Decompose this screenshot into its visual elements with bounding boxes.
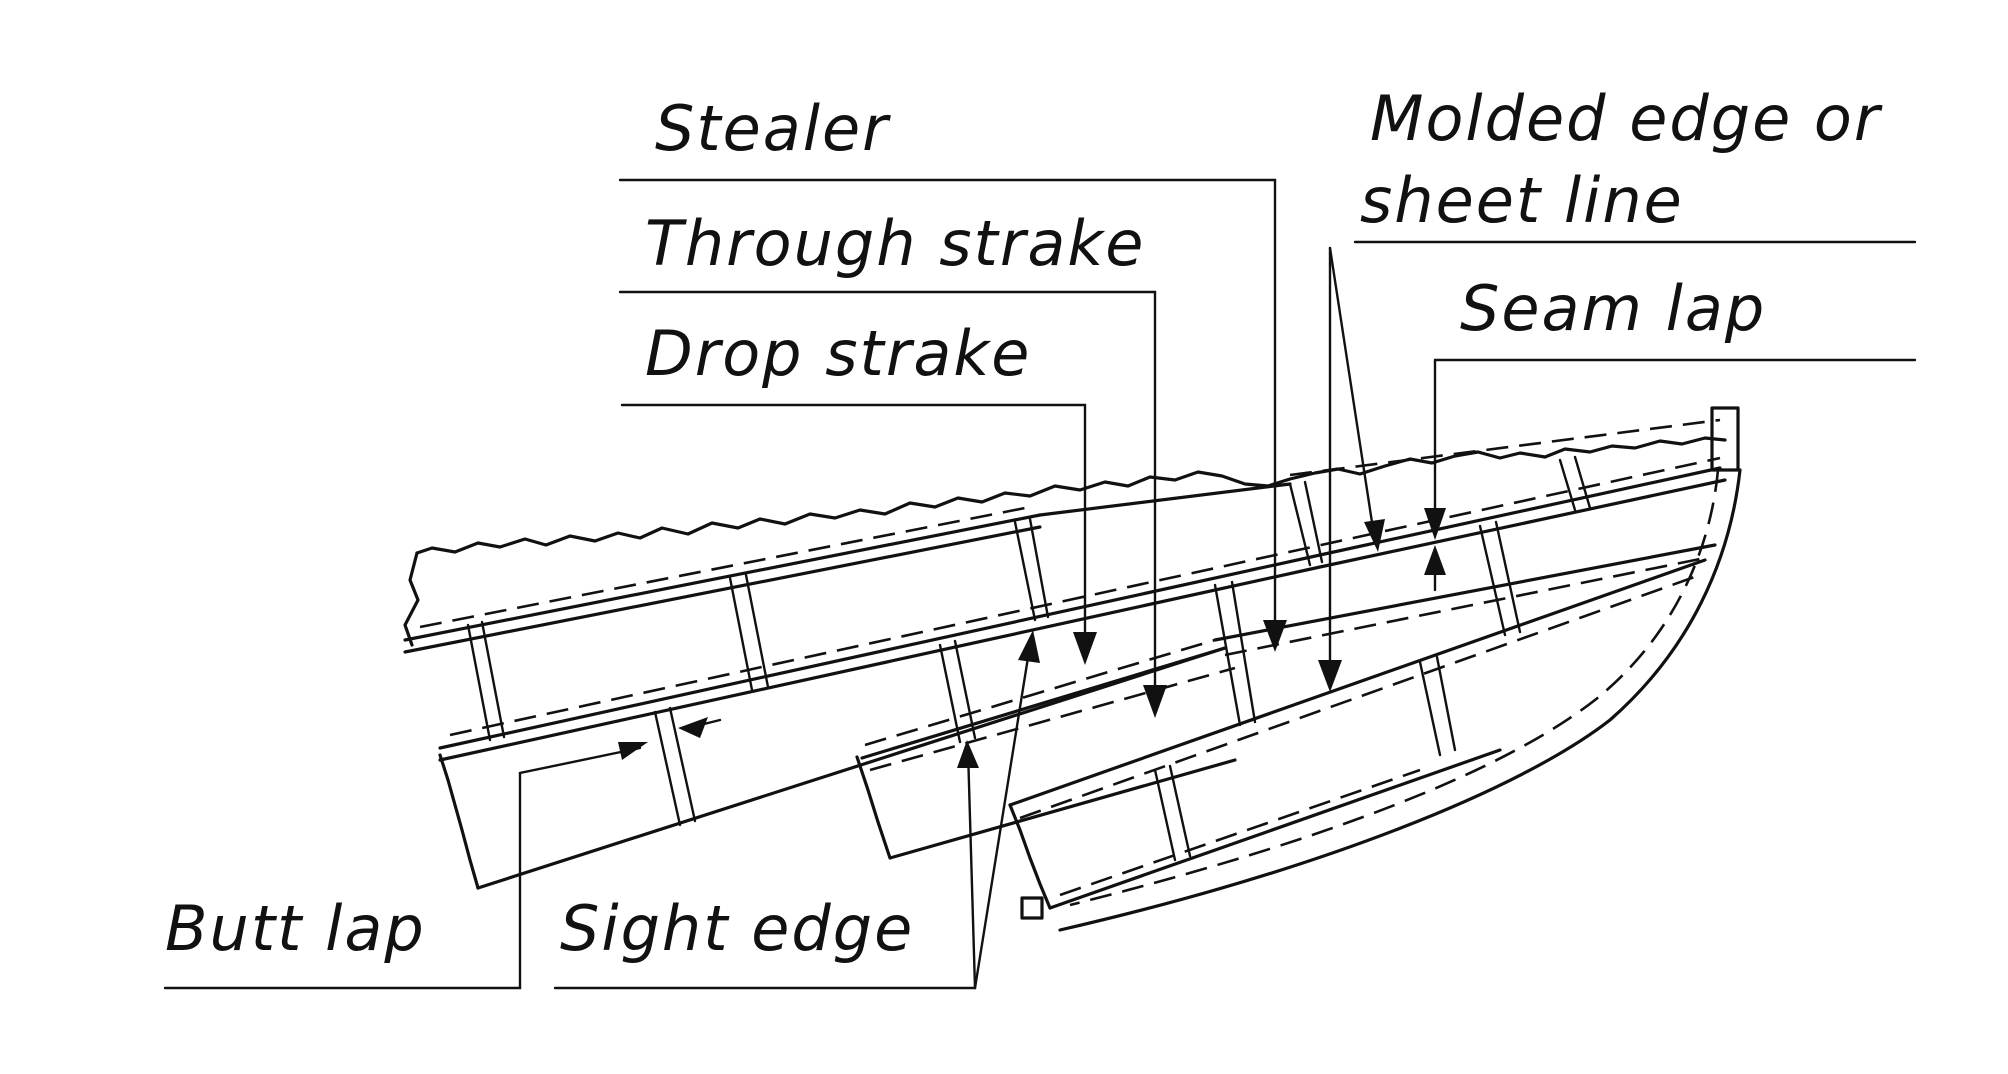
strake-3-lower bbox=[476, 646, 1227, 890]
top-strake-edge-right bbox=[1038, 482, 1292, 517]
through-strake-line bbox=[1213, 543, 1717, 642]
strake-3-lower-b bbox=[860, 646, 1227, 760]
stem-inner bbox=[1069, 469, 1720, 907]
drop-strake-molded bbox=[869, 666, 1236, 772]
label-molded-edge-line1: Molded edge or bbox=[1370, 82, 1883, 155]
bottom-strake-left bbox=[1008, 803, 1052, 910]
top-strake-edge-a bbox=[403, 513, 1042, 642]
stem-head bbox=[1710, 406, 1740, 472]
break-line bbox=[415, 436, 1727, 555]
top-strake-molded-a bbox=[419, 506, 1026, 629]
keel-end bbox=[1020, 896, 1044, 920]
stem-outer bbox=[1058, 468, 1742, 932]
leader-lines bbox=[163, 178, 1917, 990]
bottom-strake-lower bbox=[1048, 748, 1502, 910]
strake-2-molded bbox=[449, 456, 1721, 737]
label-butt-lap: Butt lap bbox=[165, 892, 426, 965]
butt-joints bbox=[466, 455, 1592, 862]
label-stealer: Stealer bbox=[655, 92, 891, 165]
bottom-strake-molded bbox=[1019, 573, 1701, 820]
label-drop-strake: Drop strake bbox=[645, 317, 1031, 390]
through-strake-molded bbox=[1224, 556, 1706, 657]
top-strake-edge-b bbox=[403, 525, 1042, 654]
label-sight-edge: Sight edge bbox=[560, 892, 914, 965]
top-strake-molded-right bbox=[1289, 418, 1721, 477]
strake-3-molded bbox=[864, 638, 1216, 747]
drop-strake-plate bbox=[855, 755, 1237, 860]
left-break-lower bbox=[438, 753, 480, 890]
label-molded-edge-line2: sheet line bbox=[1360, 164, 1684, 237]
label-through-strake: Through strake bbox=[645, 207, 1145, 280]
label-seam-lap: Seam lap bbox=[1460, 272, 1766, 345]
bottom-strake-upper bbox=[1008, 558, 1707, 807]
left-break-upper bbox=[403, 551, 420, 647]
bottom-strake-molded-b bbox=[1059, 768, 1421, 897]
hull-plating bbox=[403, 406, 1742, 932]
